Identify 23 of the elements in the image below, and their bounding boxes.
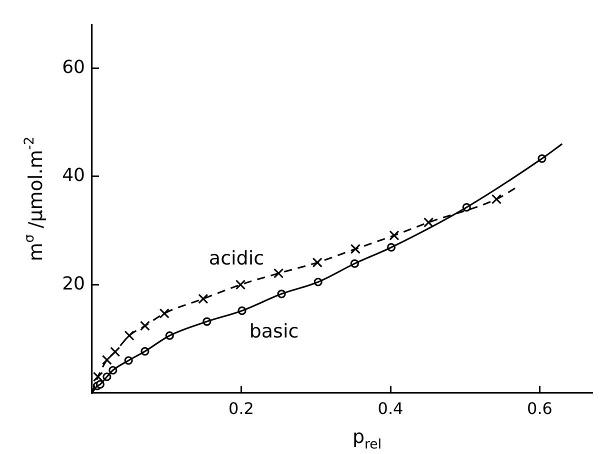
point [350, 244, 360, 254]
point [102, 354, 112, 366]
x-tick-label: 0.2 [228, 398, 254, 418]
y-tick-label: 20 [62, 273, 85, 294]
point [312, 257, 322, 268]
y-axis-title: mσ /μmol.m-2 [22, 136, 47, 262]
point [389, 230, 400, 240]
y-tick-label: 40 [62, 165, 85, 186]
x-tick-label: 0.4 [378, 398, 404, 418]
point [424, 217, 434, 228]
y-tick-label: 60 [62, 56, 85, 78]
point [274, 268, 284, 278]
point [140, 320, 150, 331]
point [235, 280, 246, 290]
point [159, 308, 170, 318]
point [92, 372, 104, 382]
x-tick-label: 0.6 [527, 398, 552, 418]
point [198, 294, 208, 304]
point [491, 194, 502, 204]
point [124, 330, 134, 341]
point [110, 346, 120, 357]
series-label: acidic [208, 248, 264, 270]
series-label: basic [249, 320, 299, 343]
